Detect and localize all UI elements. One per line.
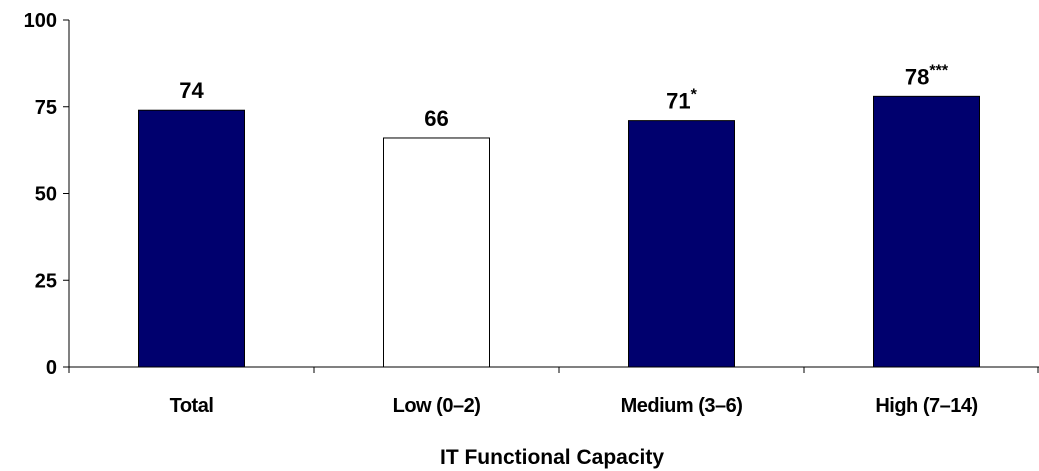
x-tick-label: Low (0–2) bbox=[393, 395, 481, 417]
significance-mark: *** bbox=[929, 62, 948, 79]
data-labels: 74 66 71* 78*** bbox=[179, 62, 949, 131]
bar bbox=[873, 95, 980, 368]
y-tick-label: 0 bbox=[46, 357, 57, 379]
bars bbox=[138, 95, 980, 368]
x-tick-label: Medium (3–6) bbox=[621, 395, 743, 417]
data-label: 78*** bbox=[905, 62, 949, 89]
bar bbox=[138, 109, 245, 368]
significance-mark: * bbox=[691, 87, 698, 104]
bar bbox=[628, 120, 735, 368]
x-axis: Total Low (0–2) Medium (3–6) High (7–14) bbox=[68, 366, 1039, 417]
y-tick-label: 50 bbox=[35, 184, 57, 206]
y-tick-label: 100 bbox=[24, 10, 57, 32]
x-tick-label: High (7–14) bbox=[875, 395, 977, 417]
x-tick-label: Total bbox=[170, 395, 214, 417]
data-label: 71* bbox=[666, 87, 697, 114]
y-tick-label: 75 bbox=[35, 97, 57, 119]
data-label: 66 bbox=[424, 106, 448, 131]
x-axis-title: IT Functional Capacity bbox=[440, 446, 664, 469]
y-tick-label: 25 bbox=[35, 270, 57, 292]
bar bbox=[383, 137, 490, 368]
y-axis: 0 25 50 75 100 bbox=[24, 10, 70, 379]
data-label: 74 bbox=[179, 78, 204, 103]
